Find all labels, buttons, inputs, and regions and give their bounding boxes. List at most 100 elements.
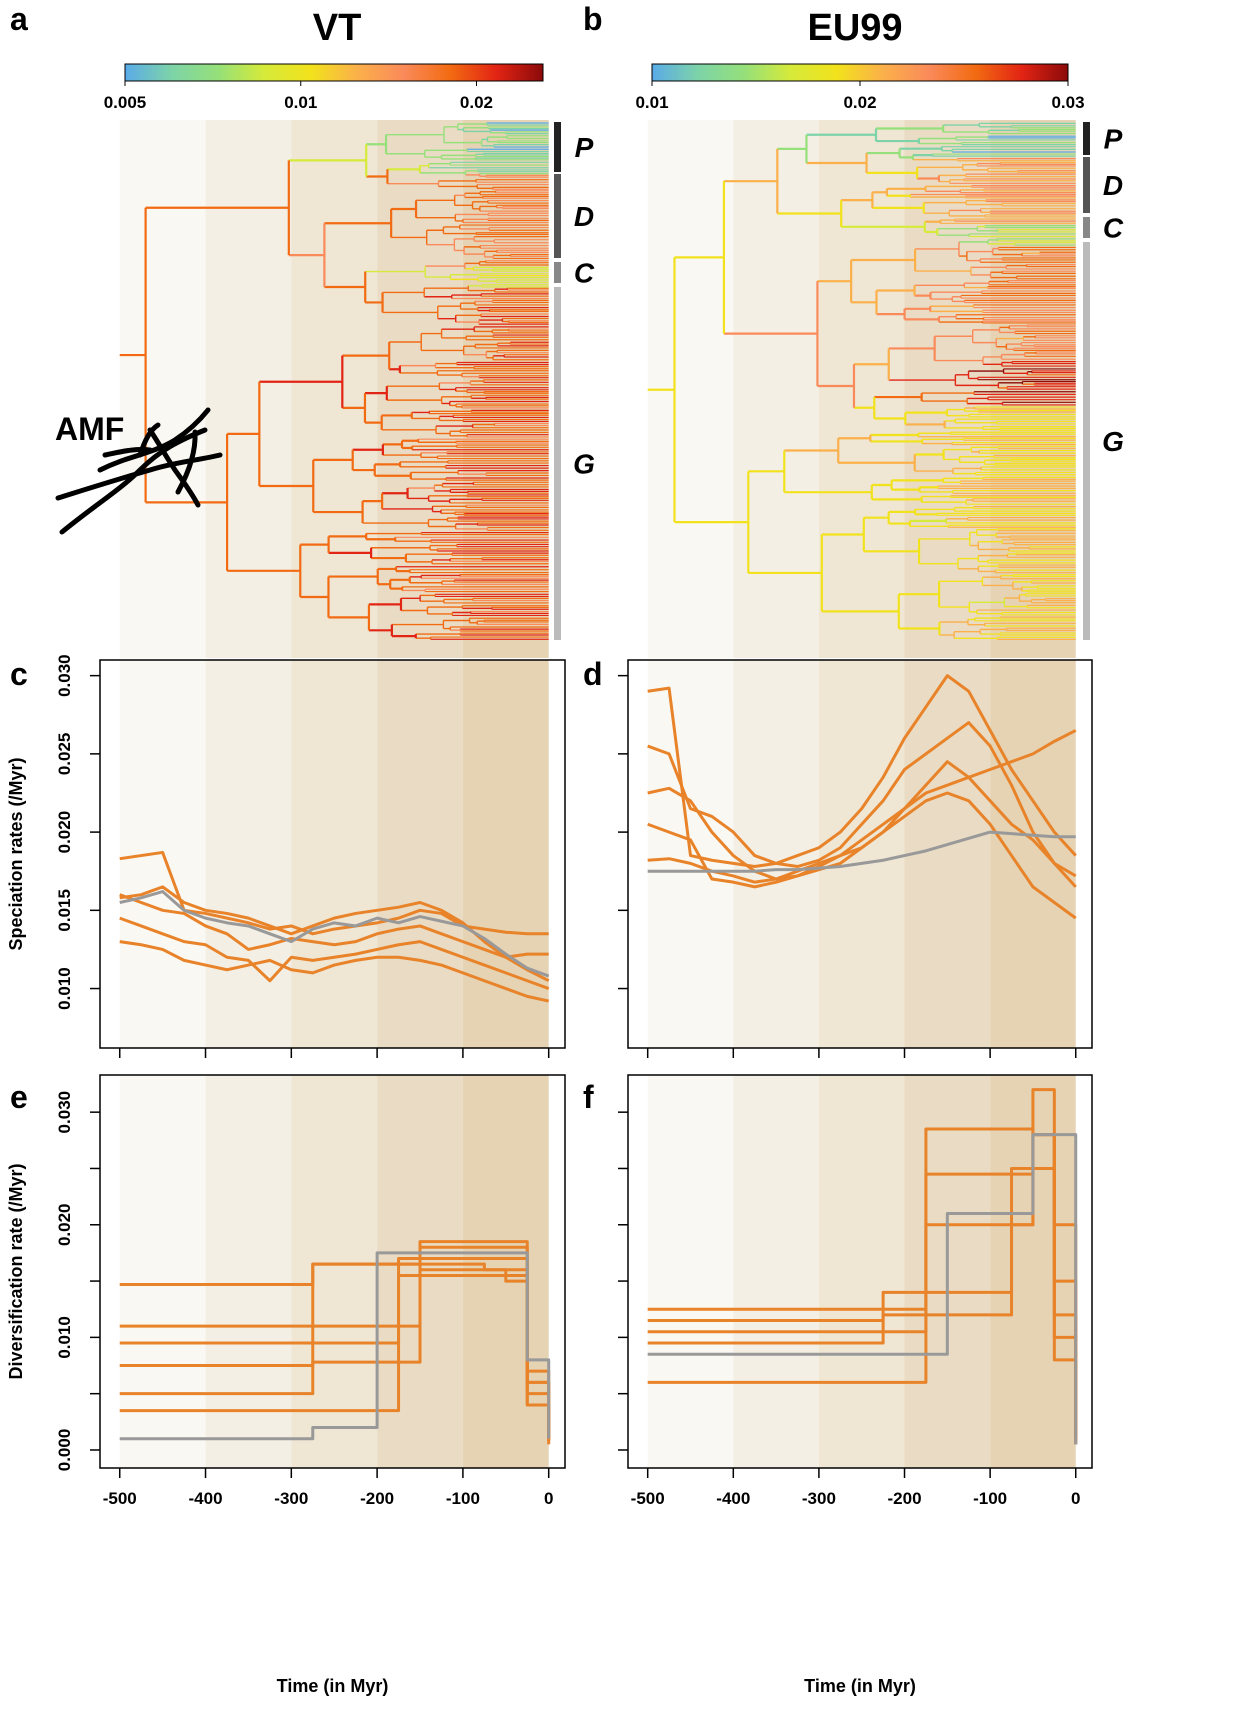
plot-frame [627, 1074, 1093, 1469]
y-tick-label: 0.000 [55, 1429, 74, 1472]
series-line [119, 1245, 551, 1441]
hypha [137, 422, 161, 458]
y-tick-label: 0.020 [55, 811, 74, 854]
series-line [119, 1273, 551, 1439]
y-tick-label: 0.020 [55, 1203, 74, 1246]
series-line [119, 1251, 551, 1441]
series-line [119, 1268, 551, 1434]
colorbar-tick-label: 0.02 [843, 93, 876, 112]
series-line [647, 729, 1077, 881]
colorbar [651, 63, 1069, 82]
tree [647, 122, 1076, 640]
x-tick-label: -300 [802, 1489, 836, 1508]
time-band [205, 1075, 292, 1468]
clade-bar [554, 287, 561, 640]
hypha [59, 427, 208, 535]
panel-letter: e [10, 1079, 28, 1115]
clade-label: D [1103, 170, 1123, 201]
time-band [119, 1075, 206, 1468]
x-tick-label: 0 [544, 1489, 553, 1508]
colorbar-tick-label: 0.01 [284, 93, 317, 112]
time-band [291, 1075, 378, 1468]
panel-letter: a [10, 1, 28, 37]
y-tick-label: 0.010 [55, 967, 74, 1010]
panel-letter: f [583, 1079, 594, 1115]
hypha [97, 407, 211, 473]
time-band [818, 1075, 905, 1468]
time-band [205, 120, 292, 658]
clade-bar [1083, 217, 1090, 238]
x-tick-label: 0 [1071, 1489, 1080, 1508]
series-line [647, 1088, 1078, 1439]
colorbar-tick-label: 0.03 [1051, 93, 1084, 112]
clade-label: C [574, 258, 595, 289]
series-line [119, 1257, 551, 1439]
clade-bar [1083, 157, 1090, 213]
x-axis-label: Time (in Myr) [277, 1676, 389, 1696]
time-band [733, 1075, 819, 1468]
tree [119, 122, 549, 640]
hyphae-icon [55, 407, 223, 535]
series-line [119, 1240, 551, 1445]
x-tick-label: -500 [631, 1489, 665, 1508]
panel-title: EU99 [807, 7, 902, 49]
x-tick-label: -100 [973, 1489, 1007, 1508]
time-band [647, 1075, 734, 1468]
time-band [291, 120, 378, 658]
plot-frame [627, 659, 1093, 1049]
series-line [119, 890, 550, 978]
clade-bar [554, 122, 561, 172]
series-line [647, 721, 1077, 888]
y-tick-label: 0.025 [55, 733, 74, 776]
clade-bar [554, 262, 561, 283]
clade-label: P [1104, 124, 1123, 155]
time-band [990, 660, 1076, 1048]
hypha [55, 452, 223, 501]
hypha [175, 429, 198, 495]
time-band [733, 120, 819, 658]
time-band [904, 660, 991, 1048]
x-tick-label: -400 [189, 1489, 223, 1508]
colorbar-tick-label: 0.02 [460, 93, 493, 112]
clade-label: G [573, 449, 595, 480]
y-tick-label: 0.030 [55, 1091, 74, 1134]
colorbar-tick-label: 0.005 [104, 93, 147, 112]
panel-title: VT [313, 7, 362, 49]
plot-frame [99, 1074, 566, 1469]
time-band [462, 120, 549, 658]
series-line [647, 760, 1077, 884]
panel-letter: b [583, 1, 603, 37]
x-tick-label: -100 [446, 1489, 480, 1508]
time-band [291, 660, 378, 1048]
time-band [119, 120, 206, 658]
series-line [647, 830, 1076, 873]
series-line [119, 940, 550, 1003]
y-tick-label: 0.010 [55, 1316, 74, 1359]
clade-label: D [574, 201, 594, 232]
series-line [119, 893, 549, 959]
clade-bar [1083, 122, 1090, 155]
time-band [377, 660, 463, 1048]
clade-label: G [1102, 426, 1124, 457]
y-tick-label: 0.030 [55, 654, 74, 697]
hypha [147, 427, 201, 508]
x-tick-label: -400 [716, 1489, 750, 1508]
clade-label: C [1103, 213, 1124, 244]
panel-letter: c [10, 656, 28, 692]
y-tick-label: 0.015 [55, 889, 74, 932]
clade-bar [1083, 242, 1090, 640]
time-band [205, 660, 292, 1048]
time-band [818, 120, 905, 658]
series-line [647, 1133, 1078, 1445]
x-axis-label: Time (in Myr) [804, 1676, 916, 1696]
series-line [119, 916, 550, 990]
colorbar [124, 63, 544, 82]
clade-bar [554, 174, 561, 258]
x-tick-label: -200 [360, 1489, 394, 1508]
plot-frame [99, 659, 566, 1049]
y-axis-label: Diversification rate (/Myr) [6, 1163, 26, 1379]
annotation: AMF [55, 411, 124, 447]
colorbar-tick-label: 0.01 [635, 93, 668, 112]
